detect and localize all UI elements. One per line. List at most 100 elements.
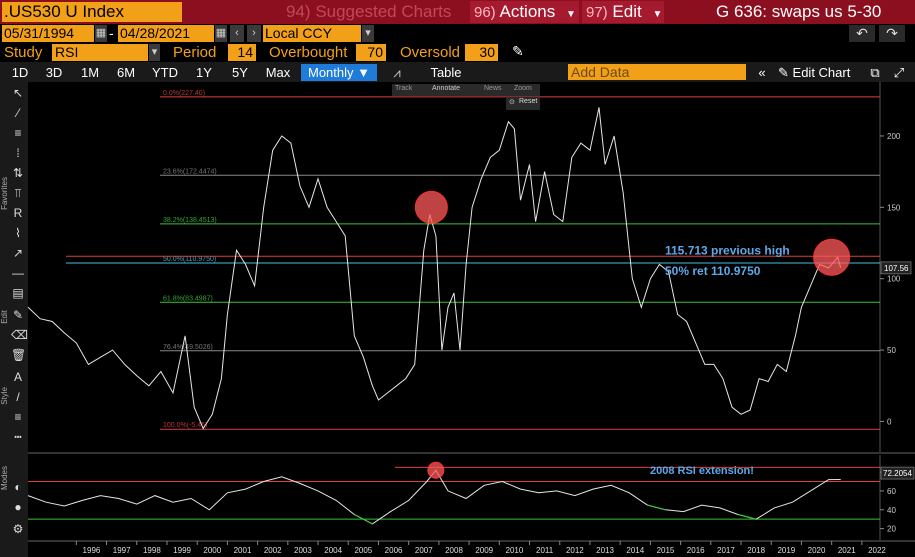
- actions-number: 96): [474, 4, 496, 21]
- zoom-button[interactable]: Zoom: [514, 85, 532, 92]
- cursor-icon[interactable]: ↖: [12, 86, 24, 100]
- undo-icon[interactable]: ↶: [849, 25, 875, 42]
- line-chart-icon[interactable]: ⩘: [393, 65, 401, 80]
- pencil-draw-icon[interactable]: ✎: [12, 308, 24, 322]
- tab-max[interactable]: Max: [265, 65, 291, 80]
- suggested-charts-number: 94): [286, 2, 311, 21]
- ticker-field[interactable]: .US530 U Index: [2, 2, 182, 22]
- x-axis-year-label: 1998: [143, 546, 161, 555]
- rsi-oversold-segment: [737, 513, 757, 520]
- end-date-field[interactable]: 04/28/2021: [118, 25, 214, 42]
- reset-icon: ⊙: [509, 99, 515, 106]
- redo-icon[interactable]: ↷: [879, 25, 905, 42]
- fib-level-label: 0.0%(227.40): [163, 90, 205, 97]
- tab-6m[interactable]: 6M: [116, 65, 136, 80]
- table-button[interactable]: Table: [430, 65, 462, 80]
- tab-1y[interactable]: 1Y: [196, 65, 212, 80]
- actions-label: Actions: [499, 2, 556, 21]
- color-palette-icon[interactable]: ◐: [14, 480, 22, 494]
- calendar-icon[interactable]: ▦: [95, 25, 107, 42]
- period-input[interactable]: 14: [228, 44, 256, 61]
- suggested-charts-label: Suggested Charts: [315, 2, 452, 21]
- double-chevron-left-icon[interactable]: «: [758, 65, 766, 80]
- rsi-oversold-segment: [647, 504, 666, 511]
- overbought-input[interactable]: 70: [356, 44, 386, 61]
- line-tool-icon[interactable]: ⁄: [16, 106, 19, 120]
- tab-1m[interactable]: 1M: [80, 65, 100, 80]
- x-axis-year-label: 2014: [626, 546, 644, 555]
- dash-style-icon[interactable]: ┅: [14, 430, 22, 444]
- fullscreen-icon[interactable]: ⤢: [893, 65, 905, 80]
- track-button[interactable]: Track: [395, 85, 413, 92]
- actions-menu-button[interactable]: 96) Actions ▼: [470, 1, 579, 23]
- edit-menu-button[interactable]: 97) Edit ▼: [582, 1, 664, 23]
- highlight-circle-2021: [813, 238, 851, 276]
- add-data-input[interactable]: Add Data: [568, 64, 746, 80]
- rectangle-icon[interactable]: R: [13, 206, 23, 220]
- x-axis-year-label: 1999: [173, 546, 191, 555]
- reset-label: Reset: [519, 98, 538, 105]
- chevron-down-icon[interactable]: ▾: [149, 44, 160, 61]
- text-tool-icon[interactable]: A: [13, 370, 22, 384]
- gann-icon[interactable]: ⇅: [12, 166, 24, 180]
- header-bar: .US530 U Index 94) Suggested Charts 96) …: [0, 0, 915, 24]
- arrow-tool-icon[interactable]: ↗: [12, 246, 24, 260]
- chart-area[interactable]: 0.0%(227.40) 23.6%(172.4474) 38.2%(138.451…: [0, 82, 915, 557]
- reset-button[interactable]: ⊙ Reset: [506, 97, 540, 110]
- price-axis-tick-label: 0: [887, 417, 892, 426]
- retracement-annotation: 50% ret 110.9750: [665, 264, 761, 278]
- hline-icon[interactable]: —: [12, 266, 24, 280]
- x-axis-year-label: 2022: [868, 546, 886, 555]
- x-axis-year-label: 2008: [445, 546, 463, 555]
- study-select[interactable]: RSI: [52, 44, 148, 61]
- oversold-input[interactable]: 30: [465, 44, 498, 61]
- calendar-icon[interactable]: ▦: [215, 25, 227, 42]
- study-bar: Study RSI ▾ Period 14 Overbought 70 Over…: [0, 43, 915, 62]
- fib-level-label: 50.0%(110.9750): [163, 256, 216, 263]
- price-panel: 0.0%(227.40) 23.6%(172.4474) 38.2%(138.451…: [27, 82, 915, 454]
- pitchfork-icon[interactable]: ⫪: [14, 186, 22, 200]
- brush-icon[interactable]: ⌇: [15, 226, 21, 240]
- tab-5y[interactable]: 5Y: [232, 65, 248, 80]
- edit-settings-icon[interactable]: ⧉: [870, 65, 880, 80]
- tab-ytd[interactable]: YTD: [152, 65, 178, 80]
- pencil-icon[interactable]: ✎: [512, 43, 524, 59]
- annotate-button[interactable]: Annotate: [432, 85, 461, 92]
- edit-number: 97): [586, 4, 608, 21]
- price-axis-tick-label: 100: [887, 275, 901, 284]
- rsi-axis-tick-label: 20: [887, 525, 896, 534]
- trash-icon[interactable]: 🗑: [11, 348, 27, 362]
- color-wheel-icon[interactable]: ●: [14, 500, 22, 514]
- next-range-icon[interactable]: ›: [247, 25, 261, 42]
- chevron-down-icon[interactable]: ▾: [362, 25, 374, 42]
- eraser-icon[interactable]: ⌫: [11, 328, 28, 342]
- prev-range-icon[interactable]: ‹: [230, 25, 244, 42]
- fib-fan-icon[interactable]: ⁞: [16, 146, 20, 160]
- edit-chart-button[interactable]: ✎ Edit Chart: [778, 64, 850, 81]
- frequency-select[interactable]: Monthly ▼: [301, 64, 377, 81]
- last-value-label: 107.56: [884, 264, 909, 273]
- tab-3d[interactable]: 3D: [45, 65, 63, 80]
- tab-1d[interactable]: 1D: [11, 65, 29, 80]
- caret-down-icon: ▼: [565, 9, 576, 20]
- fib-tool-icon[interactable]: ≡: [14, 126, 22, 140]
- highlight-circle-2008: [414, 190, 448, 224]
- x-axis-year-label: 1996: [83, 546, 101, 555]
- price-axis-tick-label: 150: [887, 203, 901, 212]
- line-style-icon[interactable]: /: [16, 390, 20, 404]
- price-series-line: [27, 107, 842, 430]
- channel-icon[interactable]: ▤: [12, 286, 24, 300]
- price-axis-tick-label: 200: [887, 132, 901, 141]
- rsi-last-value-box: [880, 466, 915, 480]
- period-label: Period: [173, 44, 217, 61]
- suggested-charts-menu[interactable]: 94) Suggested Charts: [286, 3, 451, 21]
- line-weight-icon[interactable]: ≡: [14, 410, 22, 424]
- currency-select[interactable]: Local CCY: [263, 25, 361, 42]
- previous-high-annotation: 115.713 previous high: [665, 243, 790, 257]
- price-axis-tick-label: 50: [887, 346, 896, 355]
- news-button[interactable]: News: [484, 85, 502, 92]
- start-date-field[interactable]: 05/31/1994: [2, 25, 94, 42]
- range-tabs-bar: 1D 3D 1M 6M YTD 1Y 5Y Max Monthly ▼ ⩘ Ta…: [0, 62, 915, 82]
- x-axis-year-label: 2000: [203, 546, 221, 555]
- settings-icon[interactable]: ⚙: [12, 522, 24, 536]
